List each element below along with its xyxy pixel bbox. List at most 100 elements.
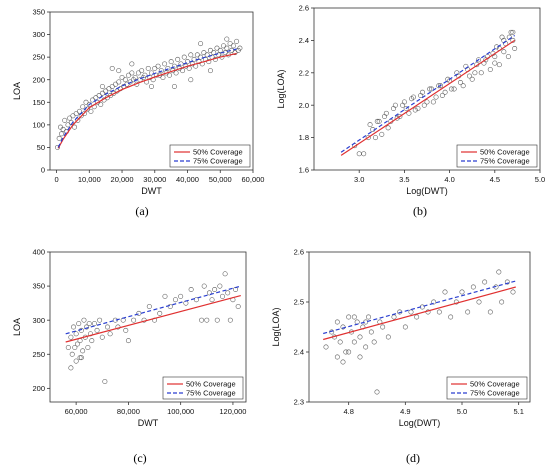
x-tick-label: 120,000: [219, 407, 246, 416]
data-point: [207, 47, 213, 53]
data-point: [391, 314, 397, 320]
data-point: [145, 65, 151, 71]
data-point: [193, 297, 199, 303]
data-point: [149, 84, 154, 89]
data-point: [122, 77, 128, 83]
data-point: [356, 151, 362, 157]
chart-panel: 4.8 4.9 5.0 5.1 2.3 2.4 2.5 2.6 Log(DWT) Log(LOA)…: [271, 248, 531, 428]
data-point: [199, 317, 205, 323]
data-point: [125, 338, 131, 344]
data-point: [487, 309, 493, 315]
data-point: [116, 68, 122, 74]
data-point: [234, 38, 240, 44]
data-point: [68, 334, 74, 340]
plot-frame: [49, 11, 254, 171]
x-tick-label: 4.0: [444, 175, 454, 184]
data-point: [224, 36, 230, 42]
data-point: [487, 67, 493, 73]
data-point: [409, 96, 415, 102]
data-point: [221, 43, 227, 49]
data-point: [504, 279, 510, 285]
series-line: [57, 48, 237, 148]
data-point: [235, 304, 241, 310]
data-point: [214, 45, 220, 51]
data-point: [366, 314, 371, 320]
data-point: [496, 269, 502, 275]
data-point: [98, 102, 104, 108]
data-point: [129, 70, 135, 76]
series-line: [340, 39, 516, 156]
data-point: [80, 104, 86, 110]
data-point: [394, 115, 400, 121]
data-point: [214, 317, 220, 323]
data-point: [201, 283, 207, 289]
data-point: [340, 359, 346, 365]
data-point: [334, 319, 340, 325]
data-point: [73, 358, 79, 364]
data-point: [351, 314, 357, 320]
data-point: [188, 287, 194, 292]
x-axis-label: DWT: [138, 418, 159, 428]
data-point: [167, 304, 173, 310]
data-point: [158, 68, 164, 74]
x-axis-label: Log(DWT): [406, 186, 448, 196]
data-point: [230, 43, 236, 49]
data-point: [217, 283, 223, 289]
data-point: [76, 321, 82, 327]
data-point: [178, 293, 184, 299]
data-point: [78, 355, 84, 361]
data-point: [433, 94, 439, 100]
data-point: [80, 348, 86, 354]
x-tick-label: 5.1: [513, 407, 523, 416]
data-point: [65, 344, 71, 350]
data-point: [175, 56, 181, 62]
x-tick-label: 3.5: [399, 175, 409, 184]
legend-label: 75% Coverage: [186, 389, 236, 398]
data-point: [323, 344, 329, 350]
data-point: [139, 68, 145, 74]
data-point: [402, 324, 408, 330]
data-point: [476, 299, 482, 305]
data-point: [436, 309, 442, 315]
y-tick-label: 2.6: [294, 248, 304, 257]
data-point: [510, 37, 516, 43]
y-tick-label: 1.8: [299, 133, 309, 142]
data-point: [152, 65, 158, 71]
data-point: [410, 94, 416, 100]
legend-label: 50% Coverage: [193, 148, 243, 157]
y-tick-label: 1.6: [299, 166, 309, 175]
data-point: [357, 334, 363, 340]
data-point: [385, 125, 391, 131]
data-point: [146, 304, 152, 310]
x-tick-label: 3.0: [354, 175, 364, 184]
data-point: [391, 105, 397, 111]
data-point: [65, 122, 71, 128]
data-point: [334, 354, 340, 360]
data-point: [216, 52, 222, 58]
data-point: [408, 309, 414, 315]
data-point: [109, 84, 115, 89]
legend-label: 75% Coverage: [480, 157, 530, 166]
data-point: [442, 89, 448, 95]
data-point: [60, 126, 66, 132]
data-point: [439, 93, 445, 98]
y-tick-label: 2.6: [299, 4, 309, 13]
data-point: [206, 290, 212, 296]
data-point: [429, 86, 434, 92]
series-line: [65, 295, 241, 343]
y-axis-label: Log(LOA): [271, 307, 281, 346]
data-point: [198, 54, 204, 60]
panel-caption: (c): [133, 451, 146, 465]
data-point: [126, 72, 132, 78]
x-tick-label: 60,000: [242, 175, 265, 184]
x-tick-label: 50,000: [209, 175, 232, 184]
plot-frame: [308, 251, 531, 403]
data-point: [77, 355, 83, 361]
data-point: [501, 49, 507, 55]
data-point: [424, 99, 430, 105]
data-point: [131, 317, 137, 323]
data-point: [62, 117, 68, 123]
data-point: [58, 124, 63, 130]
data-point: [93, 95, 99, 101]
